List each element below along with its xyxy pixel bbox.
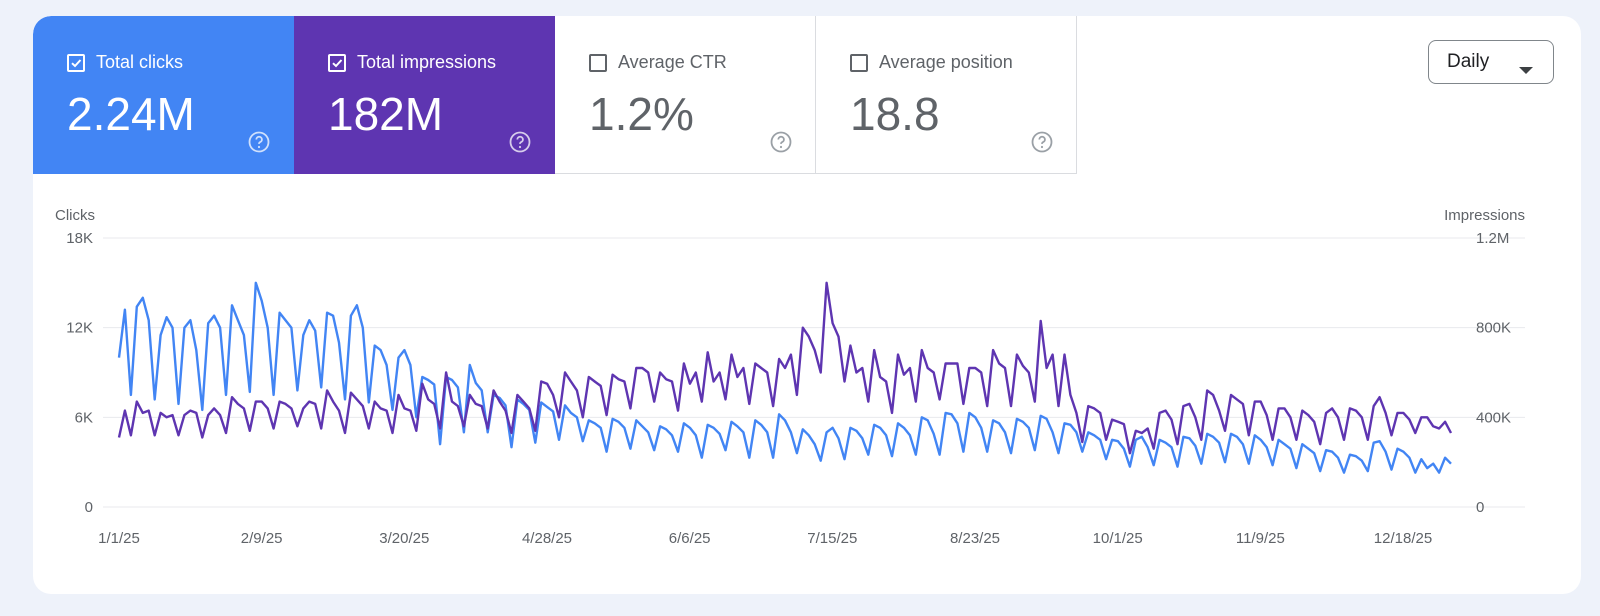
help-circle-icon[interactable] [247, 130, 271, 154]
checkbox-checked-icon[interactable] [328, 53, 346, 72]
series-line-total-clicks [117, 281, 1452, 474]
x-tick-label: 12/18/25 [1374, 530, 1432, 547]
metric-label: Average position [879, 52, 1013, 72]
metric-label: Average CTR [618, 52, 727, 72]
metric-header: Average position [850, 52, 1013, 73]
chart-series [117, 281, 1453, 474]
performance-card: Total clicks 2.24M Total impressions 182… [33, 16, 1581, 594]
checkbox-unchecked-icon[interactable] [850, 53, 868, 72]
y-right-tick-label: 0 [1476, 499, 1484, 516]
x-tick-label: 1/1/25 [98, 530, 140, 547]
caret-down-icon [1519, 59, 1533, 81]
help-circle-icon[interactable] [769, 130, 793, 154]
metric-label: Total impressions [357, 52, 497, 72]
x-tick-label: 3/20/25 [379, 530, 429, 547]
x-tick-label: 8/23/25 [950, 530, 1000, 547]
series-line-total-impressions [117, 281, 1453, 455]
y-left-tick-label: 6K [75, 409, 93, 426]
x-tick-label: 6/6/25 [669, 530, 711, 547]
metric-average-position[interactable]: Average position 18.8 [816, 16, 1077, 174]
y-left-axis-title: Clicks [55, 207, 95, 224]
metric-header: Total impressions [328, 52, 496, 73]
y-left-tick-label: 12K [66, 320, 93, 337]
metric-label: Total clicks [96, 52, 184, 72]
period-dropdown[interactable]: Daily [1428, 40, 1554, 84]
metric-value: 182M [328, 88, 444, 140]
y-right-tick-label: 400K [1476, 409, 1511, 426]
help-circle-icon[interactable] [1030, 130, 1054, 154]
metric-average-ctr[interactable]: Average CTR 1.2% [555, 16, 816, 174]
y-right-tick-label: 800K [1476, 320, 1511, 337]
metric-total-clicks[interactable]: Total clicks 2.24M [33, 16, 294, 174]
checkbox-checked-icon[interactable] [67, 53, 85, 72]
y-left-axis: 0 6K 12K 18K [66, 230, 93, 516]
chart-gridlines [103, 237, 1525, 508]
metric-total-impressions[interactable]: Total impressions 182M [294, 16, 555, 174]
period-dropdown-label: Daily [1447, 51, 1490, 72]
help-circle-icon[interactable] [508, 130, 532, 154]
y-right-tick-label: 1.2M [1476, 230, 1509, 247]
metric-value: 1.2% [589, 88, 694, 140]
y-left-tick-label: 18K [66, 230, 93, 247]
metric-value: 2.24M [67, 88, 195, 140]
x-tick-label: 11/9/25 [1236, 530, 1285, 547]
checkbox-unchecked-icon[interactable] [589, 53, 607, 72]
metric-value: 18.8 [850, 88, 940, 140]
x-tick-label: 2/9/25 [241, 530, 283, 547]
x-tick-label: 10/1/25 [1093, 530, 1143, 547]
x-tick-label: 4/28/25 [522, 530, 572, 547]
x-tick-label: 7/15/25 [807, 530, 857, 547]
metric-header: Average CTR [589, 52, 727, 73]
x-axis: 1/1/25 2/9/25 3/20/25 4/28/25 6/6/25 7/15/25 8… [98, 530, 1432, 547]
y-left-tick-label: 0 [85, 499, 93, 516]
y-right-axis-title: Impressions [1444, 207, 1525, 224]
metric-header: Total clicks [67, 52, 183, 73]
performance-chart: Clicks Impressions 0 6K 12K 18K 0 400K 800K 1.… [55, 207, 1525, 547]
y-right-axis: 0 400K 800K 1.2M [1476, 230, 1511, 516]
